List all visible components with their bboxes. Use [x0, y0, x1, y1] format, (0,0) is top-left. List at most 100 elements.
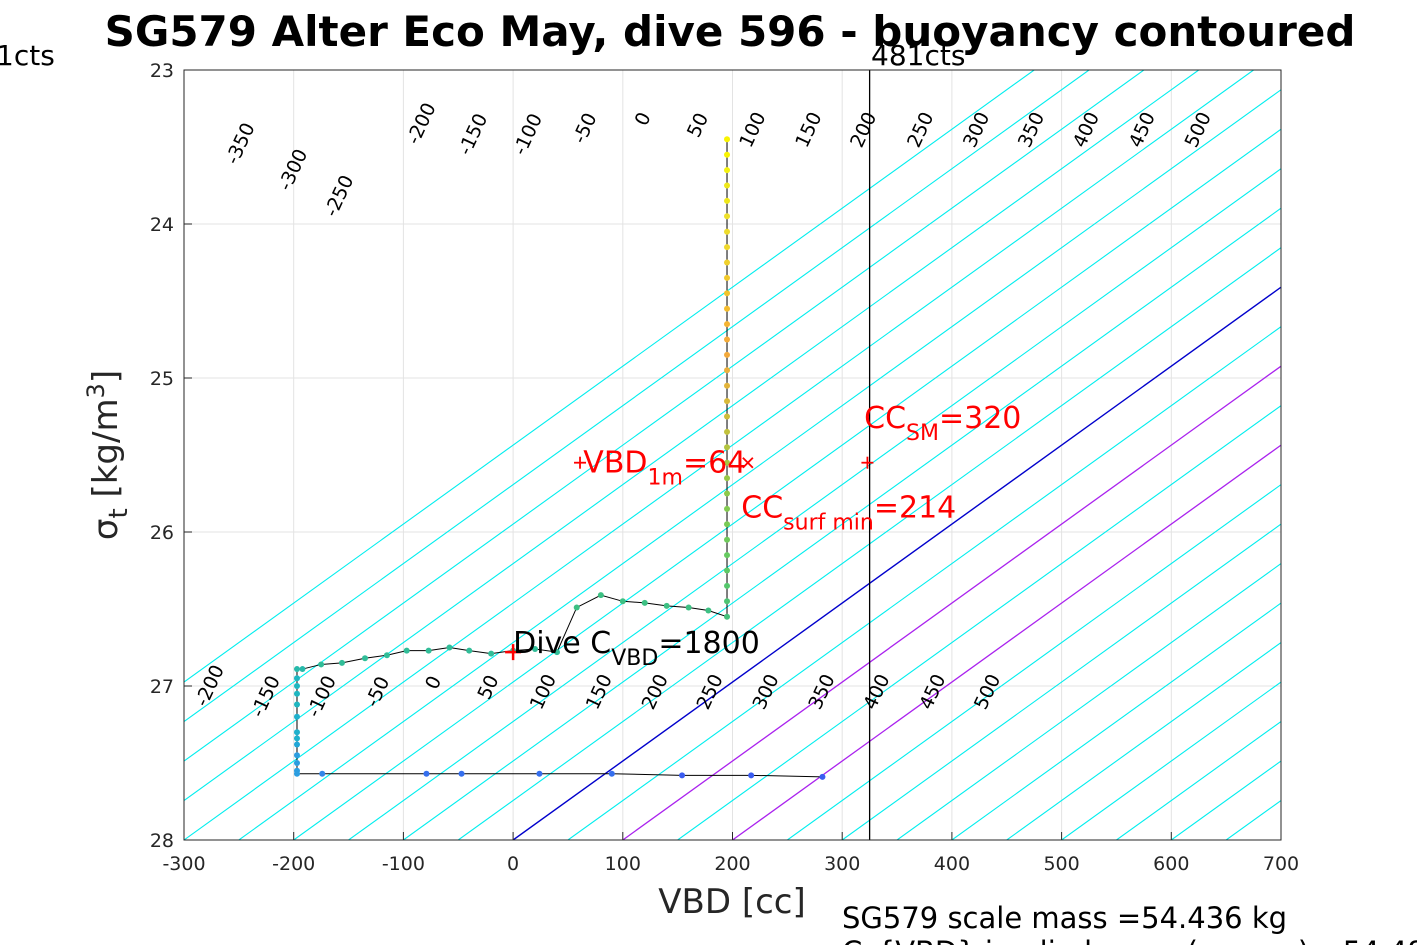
buoyancy-contour-line — [184, 70, 1254, 840]
profile-point — [724, 398, 731, 405]
profile-point — [458, 770, 465, 777]
y-tick-label: 26 — [150, 522, 174, 544]
x-tick-label: 100 — [605, 853, 641, 875]
chart-title: SG579 Alter Eco May, dive 596 - buoyancy… — [105, 7, 1356, 56]
profile-point — [299, 666, 306, 673]
profile-point — [724, 490, 731, 497]
profile-point — [724, 367, 731, 374]
profile-point — [724, 151, 731, 158]
x-tick-label: 300 — [824, 853, 860, 875]
profile-point — [293, 666, 300, 673]
buoyancy-contour-line — [951, 602, 1281, 840]
profile-point — [679, 772, 686, 779]
profile-point — [597, 592, 604, 599]
x-tick-label: 0 — [507, 853, 519, 875]
y-axis-ticks: 23 24 25 26 27 28 — [150, 60, 192, 852]
buoyancy-contour-line — [457, 247, 1281, 840]
x-tick-label: -100 — [382, 853, 425, 875]
x-tick-label: -200 — [272, 853, 315, 875]
profile-point — [466, 647, 473, 654]
profile-point — [446, 644, 453, 651]
buoyancy-contour-line — [403, 207, 1281, 840]
profile-point — [724, 428, 731, 435]
buoyancy-contour-line — [293, 128, 1281, 840]
y-axis-label-unit-sup: 3 — [82, 383, 110, 398]
x-axis-ticks: -300 -200 -100 0 100 200 300 400 500 600 700 — [162, 832, 1299, 875]
profile-point — [536, 770, 543, 777]
profile-point — [724, 290, 731, 297]
annotation-text: VBD1m=64 — [583, 446, 746, 491]
profile-point — [705, 607, 712, 614]
profile-point — [318, 661, 325, 668]
annotation-value: =320 — [939, 401, 1021, 436]
profile-point — [724, 228, 731, 235]
buoyancy-contour-line — [841, 523, 1281, 840]
profile-point — [724, 598, 731, 605]
profile-point — [573, 604, 580, 611]
profile-point — [724, 244, 731, 251]
profile-point — [293, 741, 300, 748]
annotation-sub: SM — [906, 421, 939, 446]
annotation-markers — [505, 456, 874, 661]
buoyancy-contour-line — [512, 286, 1281, 840]
x-tick-label: 500 — [1043, 853, 1079, 875]
y-axis-label-main: σ — [86, 519, 126, 541]
profile-point — [641, 599, 648, 606]
x-tick-label: 700 — [1263, 853, 1299, 875]
profile-series — [293, 136, 826, 780]
y-axis-label-unit-close: ] — [86, 370, 126, 383]
profile-point — [319, 770, 326, 777]
x-tick-label: 600 — [1153, 853, 1189, 875]
profile-point — [724, 351, 731, 358]
profile-point — [748, 772, 755, 779]
profile-point — [532, 646, 539, 653]
annotation-value: =214 — [874, 490, 956, 525]
profile-point — [293, 701, 300, 708]
annotation-main: Dive C — [513, 626, 611, 661]
profile-point — [619, 598, 626, 605]
footer-line-2: C_{VBD} implied mass (approx) =54.489 kg — [842, 935, 1417, 945]
profile-point — [383, 652, 390, 659]
annotation-sub: VBD — [611, 646, 658, 671]
buoyancy-contour-line — [732, 444, 1281, 840]
x-axis-label: VBD [cc] — [658, 882, 806, 922]
profile-point — [293, 760, 300, 766]
profile-point — [724, 167, 731, 174]
profile-point — [724, 613, 731, 620]
y-tick-label: 24 — [150, 214, 174, 236]
profile-point — [362, 655, 369, 662]
profile-point — [423, 770, 430, 777]
profile-point — [724, 182, 731, 189]
profile-point — [608, 770, 615, 777]
annotation-sub: surf min — [783, 510, 874, 535]
buoyancy-contour-line — [677, 404, 1281, 840]
buoyancy-contour-line — [1061, 681, 1281, 840]
profile-point — [724, 259, 731, 266]
profile-point — [338, 659, 345, 666]
annotation-value: =64 — [683, 446, 746, 481]
annotation-main: VBD — [583, 446, 647, 481]
profile-point — [724, 136, 731, 143]
buoyancy-contour-line — [184, 70, 1035, 683]
buoyancy-contour-line — [622, 365, 1281, 840]
profile-point — [819, 773, 826, 780]
profile-point — [293, 729, 300, 736]
y-axis-label-unit: [kg/m — [86, 398, 126, 508]
profile-point — [663, 602, 670, 609]
profile-point — [724, 444, 731, 451]
x-tick-label: 200 — [714, 853, 750, 875]
annotation-text: Dive CVBD=1800 — [513, 626, 760, 671]
profile-point — [724, 459, 731, 466]
profile-point — [724, 475, 731, 482]
profile-point — [724, 505, 731, 512]
buoyancy-contours — [184, 70, 1281, 840]
profile-point — [685, 604, 692, 611]
profile-point — [293, 752, 300, 759]
profile-point — [293, 683, 300, 689]
y-axis-label-sub: t — [104, 508, 134, 518]
annotation-main: CC — [864, 401, 906, 436]
buoyancy-contour-line — [238, 89, 1281, 840]
y-tick-label: 27 — [150, 676, 174, 698]
